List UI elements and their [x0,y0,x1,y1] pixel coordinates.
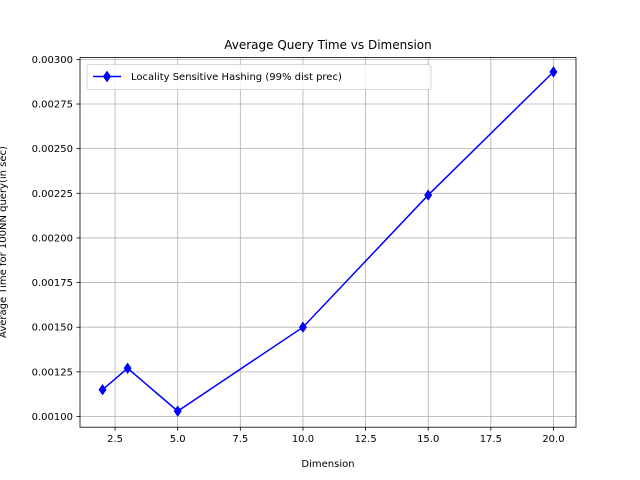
chart-title: Average Query Time vs Dimension [224,38,432,52]
x-tick-label: 20.0 [542,434,564,445]
legend-box [86,64,432,90]
grid [80,57,576,428]
x-tick-label: 5.0 [170,434,186,445]
legend-marker [102,70,112,83]
y-tick-label: 0.00225 [32,189,73,200]
y-tick-label: 0.00250 [32,144,73,155]
x-tick-label: 12.5 [354,434,376,445]
y-tick-label: 0.00100 [32,412,73,423]
axes-frame [79,57,577,428]
x-tick-label: 2.5 [107,434,123,445]
data-point-marker [549,66,558,78]
x-axis-ticks: 2.5 5.0 7.5 10.0 12.5 15.0 17.5 20.0 [107,427,565,445]
y-tick-label: 0.00175 [32,278,73,289]
data-point-marker [123,362,132,374]
y-axis-label: Average Time for 100NN query(in sec) [0,146,9,338]
x-axis-label: Dimension [301,459,354,470]
y-tick-label: 0.00150 [32,323,73,334]
series-line [102,71,554,413]
y-tick-label: 0.00275 [32,100,73,111]
data-point-marker [424,189,433,201]
plot-area [98,66,558,417]
x-tick-label: 15.0 [417,434,439,445]
y-tick-label: 0.00200 [32,233,73,244]
y-axis-ticks: 0.00100 0.00125 0.00150 0.00175 0.00200 0.002… [32,55,80,423]
x-tick-label: 17.5 [480,434,502,445]
data-point-marker [98,384,107,396]
x-tick-label: 10.0 [292,434,314,445]
data-point-marker [173,405,182,417]
legend-label: Locality Sensitive Hashing (99% dist pre… [131,72,342,83]
x-tick-label: 7.5 [232,434,248,445]
legend: Locality Sensitive Hashing (99% dist pre… [86,64,432,90]
data-point-marker [298,321,307,333]
y-tick-label: 0.00300 [32,55,73,66]
y-tick-label: 0.00125 [32,367,73,378]
